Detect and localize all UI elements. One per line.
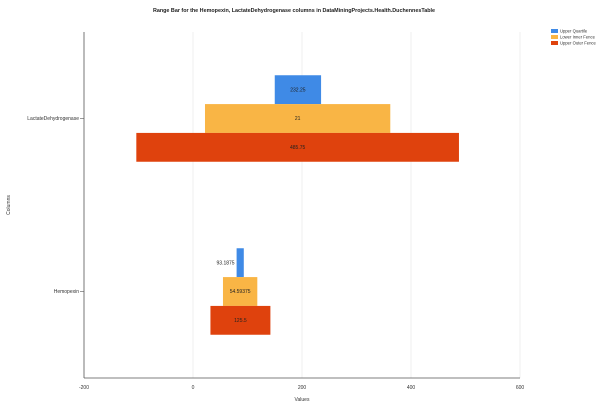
x-tick-label: 600 xyxy=(516,385,525,391)
x-tick-label: -200 xyxy=(79,385,89,391)
x-tick-label: 400 xyxy=(407,385,416,391)
category-label: Hemopexin xyxy=(54,289,80,295)
bar-upper-outer-fence xyxy=(210,305,271,335)
axes-group xyxy=(83,32,520,379)
x-tick-labels: -200 0 200 400 600 xyxy=(79,385,524,391)
legend-swatch xyxy=(551,35,558,39)
bar-value-label: 93.1875 xyxy=(217,260,235,266)
x-tick-label: 200 xyxy=(298,385,307,391)
bars-group: 232.25 21 485.75 93.1875 54.59375 125.5 xyxy=(136,75,459,335)
chart-title: Range Bar for the Hemopexin, LactateDehy… xyxy=(153,8,435,14)
y-axis-label: Columns xyxy=(6,195,12,215)
bar-lower-inner-fence xyxy=(222,277,258,306)
bar-value-label: 125.5 xyxy=(234,318,247,324)
bar-upper-outer-fence xyxy=(136,132,459,162)
bar-value-label: 21 xyxy=(295,116,301,122)
legend-entry: Upper Quartile xyxy=(560,29,588,34)
legend-entry: Upper Outer Fence xyxy=(560,41,597,46)
bar-lower-inner-fence xyxy=(204,104,391,133)
bar-upper-quartile xyxy=(274,75,322,105)
legend-entry: Lower Inner Fence xyxy=(560,35,596,40)
category-label: LactateDehydrogenase xyxy=(27,116,79,122)
bar-value-label: 54.59375 xyxy=(230,289,251,295)
bar-value-label: 485.75 xyxy=(290,145,306,151)
x-axis-label: Values xyxy=(295,397,310,403)
bar-upper-quartile xyxy=(236,248,244,278)
category-labels: LactateDehydrogenase Hemopexin xyxy=(27,116,84,295)
legend-swatch xyxy=(551,29,558,33)
x-tick-label: 0 xyxy=(192,385,195,391)
bar-value-label: 232.25 xyxy=(290,87,306,93)
legend-swatch xyxy=(551,41,558,45)
